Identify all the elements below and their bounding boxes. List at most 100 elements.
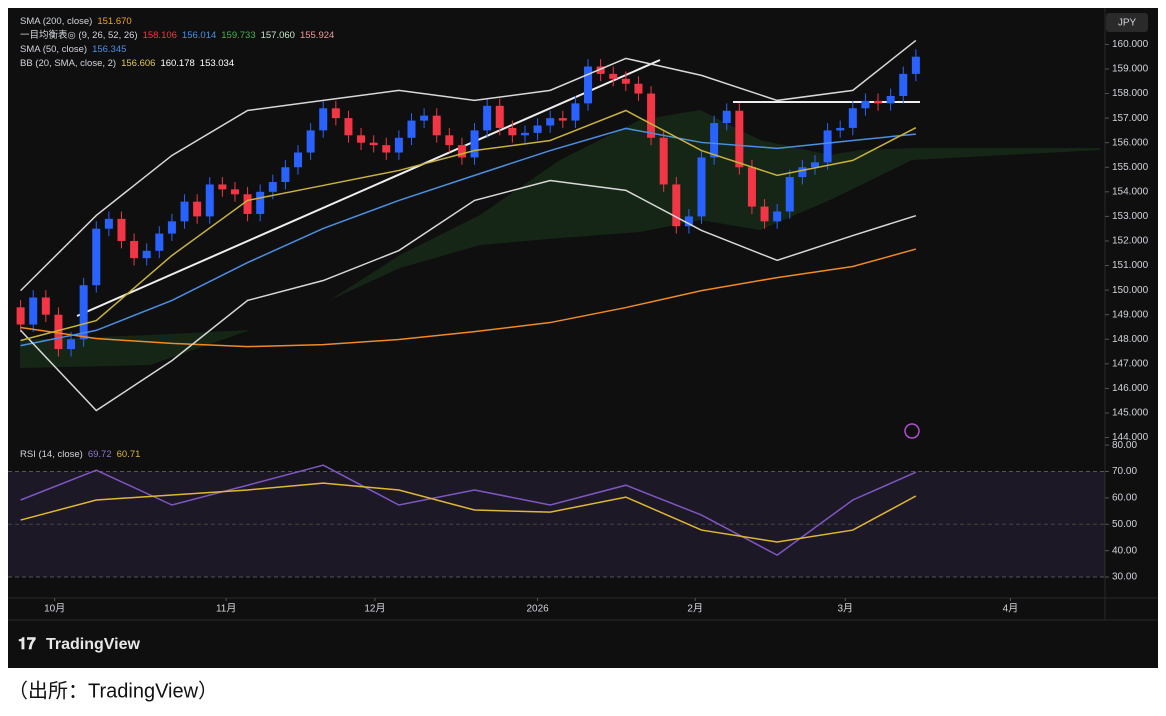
- legend-name: SMA (50, close): [20, 44, 87, 55]
- candle-body: [823, 130, 832, 163]
- candle-body: [445, 135, 454, 146]
- candle-body: [104, 218, 113, 229]
- legend-value: 159.733: [221, 30, 255, 41]
- legend-value: 156.014: [182, 30, 216, 41]
- legend-value: 155.924: [300, 30, 334, 41]
- candle-body: [432, 115, 441, 136]
- candle-body: [167, 221, 176, 234]
- y-tick-label: 151.000: [1112, 260, 1149, 271]
- candle-body: [634, 83, 643, 94]
- x-tick-label: 2月: [687, 603, 703, 615]
- y-tick-label: 30.00: [1112, 572, 1137, 583]
- legend-name: BB (20, SMA, close, 2): [20, 58, 116, 69]
- candle-body: [735, 110, 744, 168]
- caption: （出所：TradingView）: [8, 679, 218, 702]
- candle-body: [483, 105, 492, 131]
- y-tick-label: 50.00: [1112, 519, 1137, 530]
- y-tick-label: 152.000: [1112, 236, 1149, 247]
- line-series: [20, 248, 917, 348]
- candle-body: [684, 216, 693, 227]
- candle-body: [810, 162, 819, 168]
- candle-body: [659, 137, 668, 185]
- x-tick-label: 12月: [364, 603, 385, 615]
- candle-body: [495, 105, 504, 128]
- candle-body: [256, 191, 265, 214]
- currency-badge: [1106, 13, 1148, 32]
- y-tick-label: 149.000: [1112, 309, 1149, 320]
- y-tick-label: 150.000: [1112, 285, 1149, 296]
- candle-body: [16, 307, 25, 325]
- line-series: [20, 482, 917, 543]
- candle-body: [281, 167, 290, 182]
- candle-body: [394, 137, 403, 153]
- candle-body: [508, 127, 517, 136]
- candle-body: [546, 118, 555, 126]
- y-tick-label: 147.000: [1112, 358, 1149, 369]
- candle-body: [874, 100, 883, 104]
- candle-body: [911, 56, 920, 74]
- y-tick-label: 60.00: [1112, 493, 1137, 504]
- candle-body: [710, 123, 719, 158]
- candle-body: [230, 189, 239, 195]
- candle-body: [785, 177, 794, 212]
- currency: JPY: [1118, 18, 1137, 29]
- candle-body: [180, 201, 189, 222]
- x-tick-label: 2026: [526, 604, 549, 615]
- candle-body: [357, 135, 366, 143]
- legend-value: 60.71: [117, 449, 141, 460]
- y-tick-label: 40.00: [1112, 545, 1137, 556]
- candle-body: [54, 314, 63, 350]
- event-icon: [904, 423, 920, 439]
- legend-value: 153.034: [200, 58, 234, 69]
- candle-body: [798, 167, 807, 178]
- candle-body: [193, 201, 202, 217]
- candle-body: [420, 115, 429, 121]
- y-tick-label: 145.000: [1112, 408, 1149, 419]
- legend-row: SMA (50, close) 156.345: [20, 44, 126, 55]
- candle-body: [243, 194, 252, 214]
- x-tick-label: 4月: [1003, 603, 1019, 615]
- candle-body: [848, 108, 857, 128]
- line-series: [20, 179, 917, 412]
- legend-value: 156.606: [121, 58, 155, 69]
- legend-row: BB (20, SMA, close, 2) 156.606 160.178 153.…: [20, 58, 234, 69]
- candle-body: [722, 110, 731, 124]
- candle-body: [294, 152, 303, 168]
- candle-body: [407, 120, 416, 138]
- candle-body: [672, 184, 681, 227]
- ichimoku-cloud: [20, 110, 1100, 368]
- candle-body: [647, 93, 656, 138]
- candle-body: [369, 142, 378, 146]
- y-tick-label: 70.00: [1112, 466, 1137, 477]
- candle-body: [596, 66, 605, 74]
- y-tick-label: 80.00: [1112, 440, 1137, 451]
- plot: 144.000 145.000 146.000 147.000 148.000 149.0…: [8, 39, 1149, 615]
- legend-name: SMA (200, close): [20, 16, 92, 27]
- legend-value: 69.72: [88, 449, 112, 460]
- candle-body: [67, 339, 76, 350]
- candle-body: [344, 118, 353, 136]
- candle-body: [861, 100, 870, 109]
- candle-body: [533, 125, 542, 133]
- candle-body: [79, 285, 88, 340]
- candle-body: [457, 145, 466, 158]
- candle-body: [142, 250, 151, 259]
- y-tick-label: 158.000: [1112, 88, 1149, 99]
- candle-body: [558, 118, 567, 121]
- legend-row: 一目均衡表◎ (9, 26, 52, 26) 158.106 156.014 159.…: [20, 29, 334, 41]
- y-tick-label: 157.000: [1112, 113, 1149, 124]
- candle-body: [470, 130, 479, 158]
- y-tick-label: 154.000: [1112, 186, 1149, 197]
- y-tick-label: 156.000: [1112, 137, 1149, 148]
- y-tick-label: 159.000: [1112, 64, 1149, 75]
- legend-row: SMA (200, close) 151.670: [20, 16, 132, 27]
- candle-body: [609, 73, 618, 79]
- legend-value: 160.178: [160, 58, 194, 69]
- x-tick-label: 11月: [216, 603, 236, 615]
- y-tick-label: 146.000: [1112, 383, 1149, 394]
- candle-body: [218, 184, 227, 190]
- legend-value: 157.060: [261, 30, 295, 41]
- y-tick-label: 155.000: [1112, 162, 1149, 173]
- line-series: [20, 109, 917, 342]
- logo-mark: 𝟏𝟕: [18, 636, 36, 653]
